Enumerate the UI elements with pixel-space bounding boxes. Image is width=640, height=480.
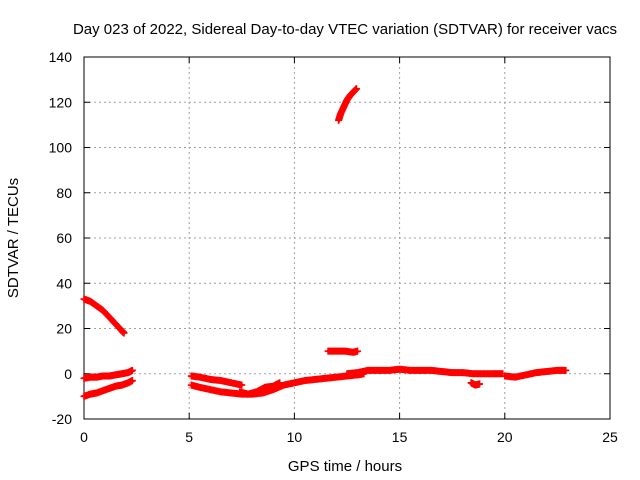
series-arc-negative-early [80, 377, 136, 400]
series-arc-high-descending [80, 295, 128, 337]
x-tick-label: 10 [287, 429, 303, 445]
y-tick-label: 100 [49, 140, 73, 156]
series-arc-blip [467, 379, 484, 389]
series-arc-midday-dip [236, 379, 284, 398]
series-arc-steep-rise [335, 85, 360, 124]
ticks-layer [83, 56, 611, 420]
data-point [238, 381, 246, 389]
y-tick-label: 40 [56, 275, 72, 291]
data-point [276, 379, 284, 387]
points-layer [80, 85, 570, 400]
chart-title: Day 023 of 2022, Sidereal Day-to-day VTE… [73, 21, 617, 38]
series-arc-near-zero-early [80, 366, 136, 382]
y-axis-label: SDTVAR / TECUs [5, 178, 22, 298]
x-tick-label: 5 [185, 429, 193, 445]
data-point [476, 380, 484, 388]
x-tick-label: 20 [497, 429, 513, 445]
plot-frame [83, 56, 611, 420]
data-point [562, 366, 570, 374]
y-tick-label: 20 [56, 321, 72, 337]
data-point [352, 85, 360, 93]
series-arc-evening [501, 366, 570, 381]
y-tick-label: 60 [56, 230, 72, 246]
series-arc-midday-upper [187, 372, 246, 389]
y-tick-label: 0 [64, 366, 72, 382]
x-tick-label: 0 [80, 429, 88, 445]
data-point [128, 377, 136, 385]
y-tick-label: -20 [52, 411, 72, 427]
data-point [120, 329, 128, 337]
series-arc-ten-segment [324, 347, 362, 356]
grid-layer [84, 57, 610, 419]
data-point [128, 366, 136, 374]
tick-labels-layer: 0 5 10 15 20 25 -20 0 20 40 60 80 100 120 140 [49, 49, 618, 445]
x-axis-label: GPS time / hours [288, 458, 402, 475]
y-tick-label: 80 [56, 185, 72, 201]
x-tick-label: 15 [392, 429, 408, 445]
x-tick-label: 25 [602, 429, 618, 445]
data-point [354, 347, 362, 355]
series-arc-afternoon [343, 365, 507, 378]
y-tick-label: 120 [49, 94, 73, 110]
y-tick-label: 140 [49, 49, 73, 65]
